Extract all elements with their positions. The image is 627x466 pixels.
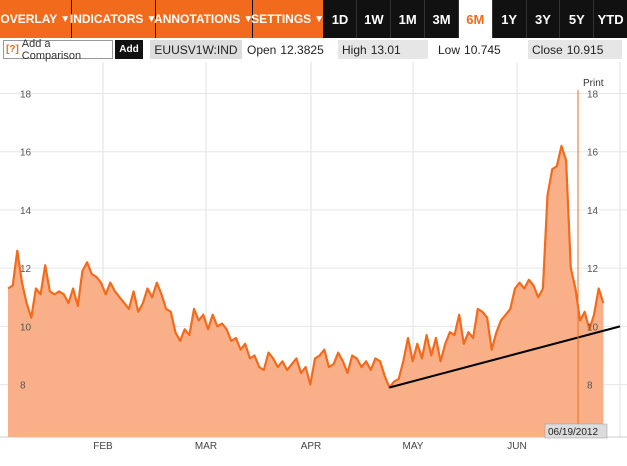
- date-label: 06/19/2012: [548, 427, 598, 438]
- add-comparison-input[interactable]: [?] Add a Comparison: [3, 37, 113, 62]
- date-label-box: [544, 423, 608, 439]
- y-tick-label-left: 8: [20, 381, 26, 392]
- indicators-menu-label: INDICATORS: [69, 12, 144, 26]
- price-chart[interactable]: 8 8 10 10 12 12 14 14 16 16 18 18 FEB MAR APR MAY JUN Pr…: [0, 62, 627, 461]
- chart-toolbar: OVERLAY ▼ INDICATORS ▼ ANNOTATIONS ▼ SETTIN…: [0, 0, 627, 38]
- range-6m-button[interactable]: 6M: [458, 0, 493, 38]
- dropdown-arrow-icon: ▼: [314, 13, 325, 25]
- low-stat: Low 10.745: [434, 40, 526, 59]
- chart-canvas: 8 8 10 10 12 12 14 14 16 16 18 18 FEB MAR APR MAY JUN Pr…: [0, 62, 627, 452]
- add-comparison-button[interactable]: Add: [115, 40, 143, 59]
- y-tick-label-right: 8: [587, 381, 593, 392]
- low-label: Low: [438, 42, 461, 57]
- range-ytd-button[interactable]: YTD: [594, 0, 627, 38]
- overlay-menu-label: OVERLAY: [0, 12, 58, 26]
- x-tick-label: MAR: [195, 441, 217, 452]
- y-tick-label-left: 18: [20, 89, 32, 100]
- x-tick-label: FEB: [93, 441, 113, 452]
- ticker-symbol: EUUSV1W:IND: [150, 40, 242, 59]
- high-value: 13.01: [370, 42, 401, 57]
- trendline: [389, 325, 621, 389]
- y-tick-label-right: 14: [587, 206, 599, 217]
- print-button-bg: [580, 74, 610, 90]
- axis-labels: 8 8 10 10 12 12 14 14 16 16 18 18 FEB MAR APR MAY JUN: [20, 89, 599, 452]
- x-tick-label: APR: [301, 441, 322, 452]
- close-stat: Close 10.915: [528, 40, 622, 59]
- quote-info-bar: [?] Add a Comparison Add EUUSV1W:IND Open…: [0, 37, 627, 62]
- high-stat: High 13.01: [338, 40, 428, 59]
- annotations-menu-label: ANNOTATIONS: [154, 12, 241, 26]
- open-stat: Open 12.3825: [243, 40, 329, 59]
- settings-menu-button[interactable]: SETTINGS ▼: [251, 0, 325, 38]
- y-tick-label-left: 12: [20, 264, 32, 275]
- range-1d-button[interactable]: 1D: [323, 0, 358, 38]
- help-icon: [?]: [6, 44, 19, 55]
- range-1w-button[interactable]: 1W: [357, 0, 392, 38]
- y-tick-label-right: 18: [587, 89, 599, 100]
- low-value: 10.745: [464, 42, 501, 57]
- dropdown-arrow-icon: ▼: [60, 13, 71, 25]
- settings-menu-label: SETTINGS: [251, 12, 312, 26]
- dropdown-arrow-icon: ▼: [146, 13, 157, 25]
- open-value: 12.3825: [280, 42, 324, 57]
- annotations-menu-button[interactable]: ANNOTATIONS ▼: [154, 0, 254, 38]
- range-3m-button[interactable]: 3M: [425, 0, 459, 38]
- y-tick-label-left: 14: [20, 206, 32, 217]
- indicators-menu-button[interactable]: INDICATORS ▼: [69, 0, 157, 38]
- price-line: [7, 144, 605, 389]
- y-tick-label-right: 12: [587, 264, 599, 275]
- x-tick-label: JUN: [507, 441, 526, 452]
- y-tick-label-right: 16: [587, 148, 599, 159]
- range-5y-button[interactable]: 5Y: [560, 0, 595, 38]
- range-1m-button[interactable]: 1M: [391, 0, 426, 38]
- y-tick-label-left: 16: [20, 148, 32, 159]
- range-3y-button[interactable]: 3Y: [526, 0, 561, 38]
- y-tick-label-right: 10: [587, 322, 599, 333]
- x-tick-label: MAY: [403, 441, 424, 452]
- range-1y-button[interactable]: 1Y: [492, 0, 527, 38]
- open-label: Open: [247, 42, 277, 57]
- high-label: High: [342, 42, 367, 57]
- dropdown-arrow-icon: ▼: [243, 13, 254, 25]
- add-comparison-placeholder: Add a Comparison: [21, 37, 82, 62]
- close-value: 10.915: [566, 42, 604, 57]
- close-label: Close: [532, 42, 563, 57]
- y-tick-label-left: 10: [20, 322, 32, 333]
- overlay-menu-button[interactable]: OVERLAY ▼: [0, 0, 72, 38]
- print-button[interactable]: Print: [583, 78, 604, 89]
- price-area: [8, 145, 604, 437]
